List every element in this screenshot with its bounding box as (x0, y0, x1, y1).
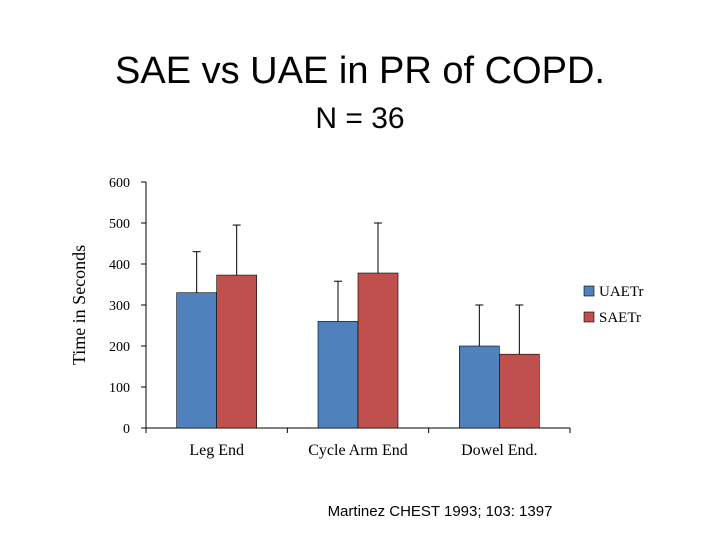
y-tick-label: 400 (109, 258, 130, 273)
legend-label: SAETr (599, 310, 641, 326)
y-tick-label: 500 (109, 217, 130, 232)
chart-title: SAE vs UAE in PR of COPD. (115, 50, 605, 92)
legend-swatch (583, 285, 595, 297)
x-tick-label: Dowel End. (461, 442, 537, 459)
x-tick-label: Cycle Arm End (308, 442, 408, 459)
bar-uaetr (317, 321, 359, 429)
y-tick-label: 0 (123, 422, 130, 437)
chart-subtitle: N = 36 (315, 102, 405, 135)
y-tick-label: 100 (109, 381, 130, 396)
bars (176, 272, 540, 429)
legend: UAETr SAETr (583, 284, 643, 326)
y-tick-label: 600 (109, 176, 130, 191)
error-bars (192, 222, 524, 355)
bar-saetr (499, 353, 540, 429)
bar-uaetr (459, 345, 500, 429)
y-axis-label: Time in Seconds (69, 245, 89, 365)
x-tick-label: Leg End (189, 442, 244, 459)
y-tick-label: 300 (109, 299, 130, 314)
legend-label: UAETr (599, 284, 643, 300)
bar-saetr (216, 274, 257, 429)
legend-swatch (583, 311, 595, 323)
axes: 0 100 200 300 400 500 600 Time in Seconds Leg En… (69, 176, 571, 459)
y-tick-label: 200 (109, 340, 130, 355)
bar-uaetr (176, 292, 217, 429)
bar-saetr (357, 272, 399, 429)
citation: Martinez CHEST 1993; 103: 1397 (327, 503, 553, 520)
